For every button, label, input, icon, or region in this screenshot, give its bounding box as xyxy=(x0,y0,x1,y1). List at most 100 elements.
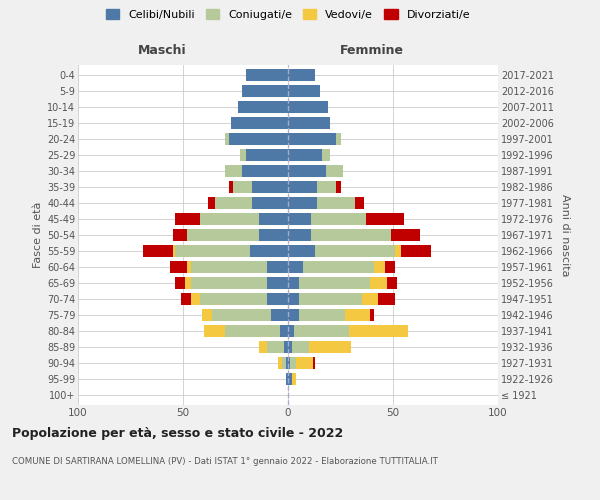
Bar xyxy=(288,197,317,209)
Bar xyxy=(288,309,299,321)
Bar xyxy=(259,341,267,353)
Bar xyxy=(202,309,212,321)
Bar xyxy=(288,325,295,337)
Bar xyxy=(387,277,397,289)
Bar xyxy=(288,100,328,112)
Bar xyxy=(187,229,259,241)
Bar xyxy=(252,181,288,193)
Bar xyxy=(240,149,246,161)
Bar xyxy=(232,116,288,128)
Bar xyxy=(143,245,173,257)
Bar xyxy=(191,261,267,273)
Bar xyxy=(374,261,385,273)
Bar xyxy=(288,133,337,145)
Bar xyxy=(370,309,374,321)
Bar xyxy=(233,181,252,193)
Bar xyxy=(175,213,200,225)
Bar xyxy=(208,197,215,209)
Bar xyxy=(288,277,299,289)
Bar xyxy=(250,245,288,257)
Bar xyxy=(175,245,250,257)
Text: Femmine: Femmine xyxy=(340,44,404,58)
Bar xyxy=(292,374,296,386)
Bar xyxy=(309,341,351,353)
Bar xyxy=(191,293,200,305)
Bar xyxy=(267,293,288,305)
Bar xyxy=(225,165,242,177)
Bar xyxy=(267,341,284,353)
Bar xyxy=(187,261,191,273)
Bar xyxy=(401,245,431,257)
Bar xyxy=(379,293,395,305)
Bar xyxy=(282,358,286,370)
Bar xyxy=(299,309,344,321)
Bar xyxy=(311,229,391,241)
Bar xyxy=(286,374,288,386)
Bar xyxy=(271,309,288,321)
Bar xyxy=(246,149,288,161)
Bar xyxy=(259,229,288,241)
Bar xyxy=(326,165,343,177)
Bar xyxy=(296,358,313,370)
Text: COMUNE DI SARTIRANA LOMELLINA (PV) - Dati ISTAT 1° gennaio 2022 - Elaborazione T: COMUNE DI SARTIRANA LOMELLINA (PV) - Dat… xyxy=(12,458,438,466)
Bar xyxy=(242,84,288,96)
Bar xyxy=(345,309,370,321)
Bar xyxy=(366,213,404,225)
Bar xyxy=(173,229,187,241)
Bar xyxy=(311,213,366,225)
Bar xyxy=(170,261,187,273)
Bar xyxy=(288,374,292,386)
Bar xyxy=(288,245,316,257)
Bar xyxy=(200,213,259,225)
Bar xyxy=(204,325,225,337)
Bar xyxy=(259,213,288,225)
Bar xyxy=(277,358,282,370)
Y-axis label: Fasce di età: Fasce di età xyxy=(32,202,43,268)
Bar xyxy=(288,165,326,177)
Bar xyxy=(385,261,395,273)
Bar xyxy=(288,261,303,273)
Bar xyxy=(288,149,322,161)
Bar xyxy=(313,358,316,370)
Bar xyxy=(288,116,330,128)
Bar xyxy=(288,358,290,370)
Bar xyxy=(391,229,421,241)
Bar xyxy=(185,277,191,289)
Bar xyxy=(229,133,288,145)
Bar xyxy=(288,213,311,225)
Bar xyxy=(225,133,229,145)
Y-axis label: Anni di nascita: Anni di nascita xyxy=(560,194,571,276)
Bar xyxy=(303,261,374,273)
Bar xyxy=(290,358,296,370)
Bar xyxy=(395,245,401,257)
Bar xyxy=(288,341,292,353)
Bar xyxy=(242,165,288,177)
Bar xyxy=(238,100,288,112)
Legend: Celibi/Nubili, Coniugati/e, Vedovi/e, Divorziati/e: Celibi/Nubili, Coniugati/e, Vedovi/e, Di… xyxy=(103,6,473,23)
Bar xyxy=(284,341,288,353)
Text: Maschi: Maschi xyxy=(137,44,187,58)
Bar xyxy=(295,325,349,337)
Bar xyxy=(349,325,408,337)
Bar xyxy=(246,68,288,80)
Bar xyxy=(286,358,288,370)
Bar xyxy=(288,229,311,241)
Bar xyxy=(225,325,280,337)
Text: Popolazione per età, sesso e stato civile - 2022: Popolazione per età, sesso e stato civil… xyxy=(12,428,343,440)
Bar xyxy=(280,325,288,337)
Bar xyxy=(200,293,267,305)
Bar xyxy=(288,293,299,305)
Bar xyxy=(337,133,341,145)
Bar xyxy=(361,293,379,305)
Bar xyxy=(191,277,267,289)
Bar xyxy=(299,277,370,289)
Bar xyxy=(267,277,288,289)
Bar xyxy=(299,293,361,305)
Bar xyxy=(322,149,330,161)
Bar xyxy=(181,293,191,305)
Bar xyxy=(288,181,317,193)
Bar xyxy=(229,181,233,193)
Bar xyxy=(317,181,336,193)
Bar xyxy=(292,341,309,353)
Bar xyxy=(173,245,175,257)
